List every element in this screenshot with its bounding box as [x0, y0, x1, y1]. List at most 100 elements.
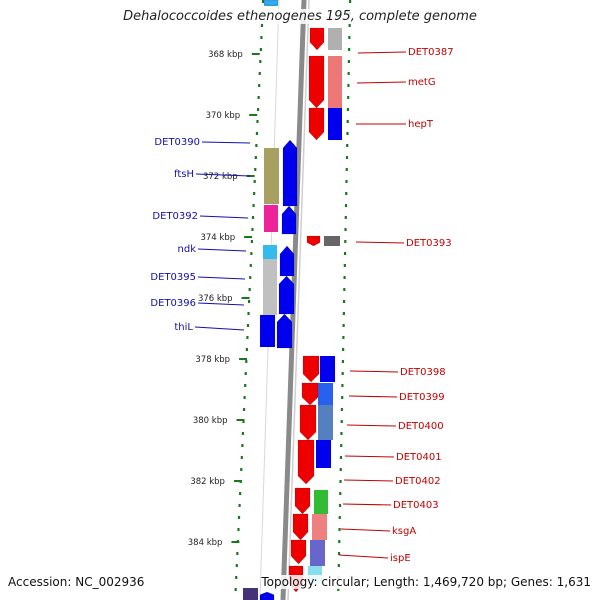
- right-label-leader: [355, 241, 405, 244]
- ring-dot: [348, 24, 351, 27]
- genome-title: Dehalococcoides ethenogenes 195, complet…: [0, 9, 600, 24]
- right-gene-label: DET0387: [408, 47, 454, 58]
- kbp-tick-label: 382 kbp: [190, 477, 225, 487]
- category-block: [263, 259, 277, 315]
- left-gene-label: ftsH: [174, 169, 194, 180]
- ring-dot: [252, 204, 255, 207]
- gene-arrow: [297, 439, 315, 485]
- ring-dot: [346, 120, 349, 123]
- ring-dot: [345, 180, 348, 183]
- ring-dot: [244, 384, 247, 387]
- ring-dot: [344, 216, 347, 219]
- ring-dot: [340, 408, 344, 411]
- ring-dot: [260, 24, 264, 27]
- gene-arrow: [302, 355, 320, 383]
- gene-arrow: [301, 382, 319, 406]
- kbp-tick-label: 374 kbp: [200, 233, 235, 243]
- left-label-leader: [201, 141, 251, 144]
- category-block: [320, 356, 335, 382]
- ring-dot: [245, 360, 248, 363]
- category-block: [260, 315, 275, 347]
- gene-arrow: [309, 27, 325, 51]
- ring-dot: [254, 156, 257, 159]
- gene-arrow: [276, 313, 293, 349]
- ring-dot: [239, 492, 242, 495]
- ring-dot: [340, 420, 343, 423]
- gene-arrow: [308, 107, 325, 141]
- ring-dot: [347, 96, 350, 99]
- ring-dot: [255, 144, 258, 147]
- left-label-leader: [199, 215, 249, 219]
- category-block: [243, 588, 258, 600]
- category-block: [328, 56, 342, 108]
- right-label-leader: [349, 370, 399, 373]
- category-block: [324, 236, 340, 246]
- left-gene-label: DET0392: [152, 211, 198, 222]
- gene-labels: DET0390 ftsH DET0392 ndk DET0395 DET0396 thiL D…: [150, 47, 453, 564]
- feature-tracks: [243, 0, 342, 600]
- category-block: [316, 440, 331, 468]
- ring-dot: [242, 408, 246, 411]
- category-block: [263, 245, 277, 259]
- ring-dot: [342, 312, 345, 315]
- ring-dot: [246, 324, 250, 327]
- category-block: [328, 28, 342, 50]
- ring-dot: [342, 348, 345, 351]
- category-block: [312, 514, 327, 540]
- right-gene-label: DET0401: [396, 452, 442, 463]
- ring-dot: [338, 516, 341, 519]
- left-gene-label: DET0396: [150, 298, 196, 309]
- gene-arrow: [306, 235, 321, 247]
- ring-dot: [337, 552, 341, 555]
- ring-dot: [258, 72, 261, 75]
- ring-dot: [251, 228, 254, 231]
- ring-dot: [341, 372, 344, 375]
- category-block: [264, 205, 278, 232]
- ring-dot: [238, 504, 241, 507]
- ring-dot: [235, 564, 238, 567]
- ring-dot: [343, 288, 346, 291]
- ring-dot: [256, 120, 259, 123]
- ring-dot: [337, 588, 340, 591]
- ring-dot: [343, 264, 346, 267]
- ring-dot: [343, 276, 346, 279]
- left-label-leader: [197, 276, 246, 280]
- right-gene-label: ispE: [390, 553, 411, 564]
- ring-dot: [251, 216, 255, 219]
- ring-dot: [346, 132, 349, 135]
- gene-arrow: [308, 55, 325, 109]
- ring-dot: [248, 300, 251, 303]
- ring-dot: [254, 168, 257, 171]
- ring-dot: [349, 0, 352, 3]
- right-label-leader: [340, 528, 391, 532]
- ring-dot: [340, 432, 343, 435]
- right-gene-label: DET0399: [399, 392, 445, 403]
- ring-dot: [250, 240, 253, 243]
- ring-dot: [344, 240, 347, 243]
- ring-dot: [344, 204, 348, 207]
- ring-dot: [347, 84, 350, 87]
- gene-arrow: [259, 591, 275, 600]
- category-block: [318, 383, 333, 405]
- gene-arrow: [263, 0, 279, 7]
- topology-text: Topology: circular; Length: 1,469,720 bp…: [261, 575, 591, 589]
- ring-dot: [236, 552, 239, 555]
- ring-dot: [246, 336, 249, 339]
- right-label-leader: [338, 554, 389, 559]
- left-gene-label: DET0390: [154, 137, 200, 148]
- ring-dot: [343, 300, 346, 303]
- ring-dot: [338, 504, 342, 507]
- ring-dot: [338, 540, 341, 543]
- category-block: [314, 490, 328, 514]
- ring-dot: [257, 96, 260, 99]
- ring-dot: [343, 252, 347, 255]
- ring-dot: [255, 132, 259, 135]
- gene-arrow: [290, 539, 307, 565]
- category-block: [328, 108, 342, 140]
- ring-dot: [234, 588, 237, 591]
- right-label-leader: [346, 424, 397, 427]
- ring-dot: [247, 312, 250, 315]
- kbp-tick-label: 376 kbp: [198, 294, 233, 304]
- kbp-tick-label: 384 kbp: [188, 538, 223, 548]
- ring-dot: [241, 444, 244, 447]
